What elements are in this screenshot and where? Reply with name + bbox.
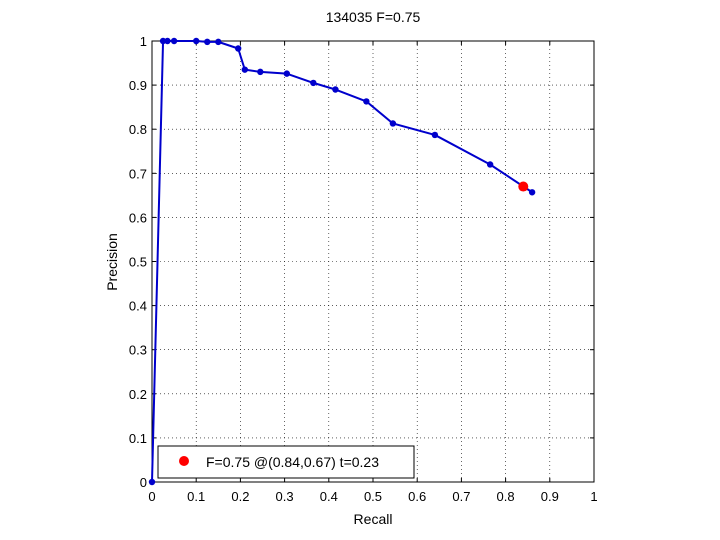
data-point	[389, 120, 397, 127]
y-tick-label: 0.1	[129, 431, 147, 446]
x-tick-label: 0.3	[276, 489, 294, 504]
data-point	[170, 37, 178, 45]
axis-ticks: 0 0.1 0.2 0.3 0.4 0.5 0.6 0.7 0.8 0.9 1 0 0.1 0.2 0.3 0…	[129, 34, 598, 504]
legend-box	[157, 445, 415, 479]
y-tick-label: 0.7	[129, 166, 147, 181]
data-point	[363, 98, 370, 105]
data-point	[431, 131, 439, 139]
data-point	[215, 38, 222, 46]
y-tick-label: 0.5	[129, 255, 147, 270]
data-series	[148, 37, 536, 486]
y-tick-label: 0.9	[129, 78, 147, 93]
data-point	[332, 86, 339, 93]
y-tick-label: 0.8	[129, 122, 147, 137]
data-point	[283, 70, 291, 77]
data-point	[486, 161, 494, 168]
x-axis-label: Recall	[354, 511, 393, 527]
y-tick-label: 1	[140, 34, 147, 49]
data-point	[193, 37, 200, 45]
x-tick-label: 0.8	[497, 489, 515, 504]
x-tick-label: 0	[148, 489, 155, 504]
data-point	[528, 189, 536, 196]
x-tick-label: 0.5	[364, 489, 382, 504]
data-point	[204, 38, 211, 46]
legend-marker	[179, 456, 189, 466]
y-tick-label: 0.4	[129, 299, 147, 314]
y-tick-label: 0	[140, 475, 147, 490]
data-point	[148, 478, 156, 486]
x-tick-label: 0.2	[231, 489, 249, 504]
x-tick-label: 0.9	[541, 489, 559, 504]
x-tick-label: 0.7	[452, 489, 470, 504]
data-point	[257, 68, 264, 76]
data-point	[234, 45, 242, 52]
y-tick-label: 0.6	[129, 210, 147, 225]
data-point	[159, 37, 167, 45]
x-tick-label: 0.4	[320, 489, 338, 504]
chart-title: 134035 F=0.75	[326, 9, 421, 25]
x-tick-label: 0.1	[187, 489, 205, 504]
legend-label: F=0.75 @(0.84,0.67) t=0.23	[206, 454, 379, 470]
data-point	[164, 37, 171, 45]
data-point	[241, 66, 249, 73]
y-axis-label: Precision	[104, 233, 120, 291]
y-tick-label: 0.2	[129, 387, 147, 402]
x-tick-label: 0.6	[408, 489, 426, 504]
best-f-point	[518, 181, 529, 192]
x-tick-label: 1	[590, 489, 597, 504]
data-point	[310, 79, 317, 87]
y-tick-label: 0.3	[129, 343, 147, 358]
grid	[152, 41, 594, 482]
legend: F=0.75 @(0.84,0.67) t=0.23	[157, 445, 415, 479]
